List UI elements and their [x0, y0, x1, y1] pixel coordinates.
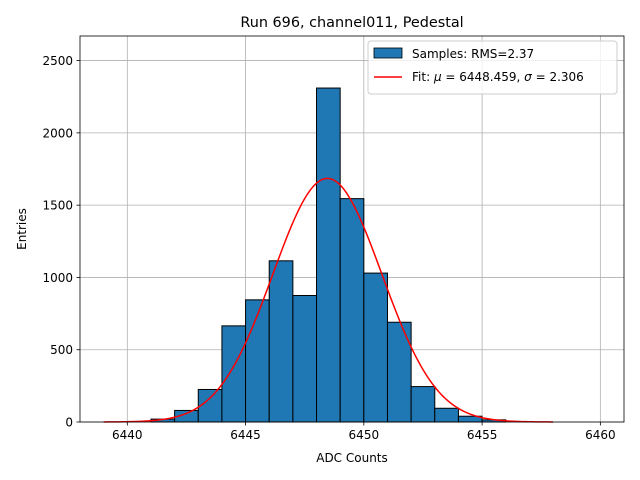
gaussian-fit-curve [103, 177, 554, 423]
y-tick-label: 0 [65, 416, 73, 430]
legend-samples-label: Samples: RMS=2.37 [412, 47, 534, 61]
x-tick-label: 6455 [467, 428, 498, 442]
legend-sigma-value: = 2.306 [532, 70, 584, 84]
histogram-bars [150, 87, 507, 423]
legend-fit-label: Fit: μ = 6448.459, σ = 2.306 [412, 70, 584, 84]
y-tick-label: 1000 [42, 271, 73, 285]
histogram-bar [292, 295, 318, 423]
y-tick-label: 1500 [42, 199, 73, 213]
histogram-bar [434, 407, 459, 423]
x-axis-ticks: 6440 6445 6450 6455 6460 [112, 422, 616, 442]
histogram-bar [363, 272, 388, 423]
y-tick-label: 2500 [42, 54, 73, 68]
legend-sigma-symbol: σ [524, 70, 532, 84]
histogram-bar [410, 386, 436, 423]
legend-mu-value: = 6448.459, [442, 70, 525, 84]
x-tick-label: 6450 [349, 428, 380, 442]
histogram-bar [197, 388, 223, 423]
legend-frame [367, 40, 618, 95]
legend-fit-prefix: Fit: [412, 70, 434, 84]
histogram-bar [245, 299, 270, 423]
plot-frame [79, 35, 625, 423]
legend: Samples: RMS=2.37 Fit: μ = 6448.459, σ =… [367, 40, 618, 95]
histogram-bar [268, 260, 294, 423]
x-tick-label: 6460 [585, 428, 616, 442]
legend-mu-symbol: μ [433, 70, 442, 84]
histogram-bar [316, 87, 341, 423]
x-tick-label: 6440 [112, 428, 143, 442]
histogram-bar [221, 325, 247, 423]
histogram-bar [339, 198, 365, 423]
y-tick-label: 2000 [42, 126, 73, 140]
chart-title: Run 696, channel011, Pedestal [240, 15, 463, 31]
x-axis-label: ADC Counts [316, 451, 388, 465]
y-axis-label: Entries [15, 208, 29, 250]
x-tick-label: 6445 [230, 428, 261, 442]
histogram-bar [386, 321, 412, 423]
legend-samples-patch [373, 47, 403, 59]
y-axis-ticks: 0 500 1000 1500 2000 2500 [42, 54, 80, 430]
y-tick-label: 500 [50, 343, 73, 357]
